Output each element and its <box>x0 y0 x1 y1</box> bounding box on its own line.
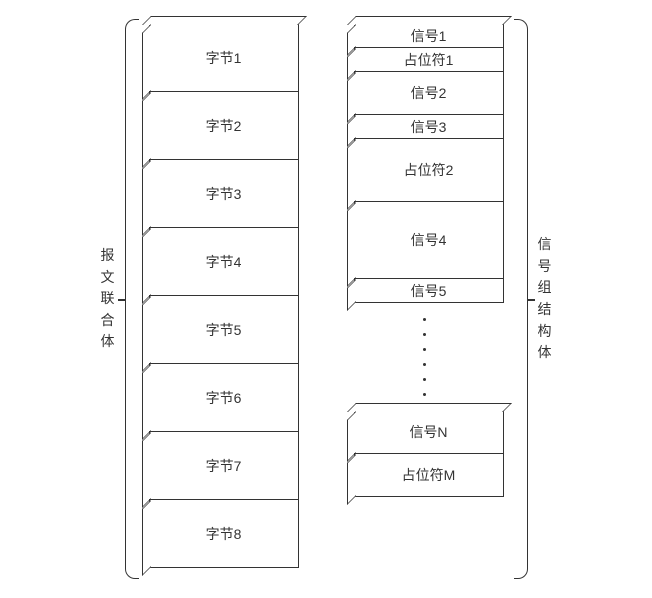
columns: 字节1 字节2 字节3 字节4 字节5 字节6 字节7 字节8 信号1 占位符1… <box>149 19 504 579</box>
byte-label: 字节6 <box>206 388 242 408</box>
label-char: 文 <box>101 268 115 288</box>
placeholder-box: 占位符2 <box>354 138 504 202</box>
byte-label: 字节1 <box>206 48 242 68</box>
signal-box: 信号N <box>354 410 504 454</box>
byte-box: 字节6 <box>149 363 299 432</box>
right-label: 信 号 组 结 构 体 <box>538 235 552 363</box>
placeholder-box: 占位符1 <box>354 47 504 72</box>
signal-box: 信号2 <box>354 71 504 115</box>
left-label: 报 文 联 合 体 <box>101 246 115 352</box>
label-char: 组 <box>538 278 552 298</box>
byte-box: 字节7 <box>149 431 299 500</box>
signal-label: 信号1 <box>411 26 447 46</box>
label-char: 联 <box>101 289 115 309</box>
byte-box: 字节2 <box>149 91 299 160</box>
ellipsis-dots <box>346 303 504 411</box>
signal-stack: 信号1 占位符1 信号2 信号3 占位符2 信号4 信号5 信号N 占位符M <box>354 19 504 497</box>
label-char: 体 <box>538 343 552 363</box>
byte-label: 字节7 <box>206 456 242 476</box>
byte-stack: 字节1 字节2 字节3 字节4 字节5 字节6 字节7 字节8 <box>149 19 299 568</box>
bracket-left <box>125 19 139 579</box>
byte-box: 字节1 <box>149 23 299 92</box>
signal-label: 信号3 <box>411 117 447 137</box>
signal-box: 信号5 <box>354 278 504 303</box>
signal-box: 信号3 <box>354 114 504 139</box>
byte-box: 字节4 <box>149 227 299 296</box>
placeholder-label: 占位符M <box>402 465 456 485</box>
label-char: 号 <box>538 257 552 277</box>
byte-label: 字节5 <box>206 320 242 340</box>
signal-label: 信号N <box>409 422 447 442</box>
byte-label: 字节3 <box>206 184 242 204</box>
byte-label: 字节4 <box>206 252 242 272</box>
placeholder-label: 占位符2 <box>404 160 454 180</box>
label-char: 结 <box>538 300 552 320</box>
byte-box: 字节8 <box>149 499 299 568</box>
signal-label: 信号2 <box>411 83 447 103</box>
label-char: 合 <box>101 311 115 331</box>
signal-label: 信号5 <box>411 281 447 301</box>
signal-box: 信号4 <box>354 201 504 279</box>
bracket-right <box>514 19 528 579</box>
label-char: 构 <box>538 322 552 342</box>
signal-label: 信号4 <box>411 230 447 250</box>
byte-box: 字节3 <box>149 159 299 228</box>
placeholder-label: 占位符1 <box>404 50 454 70</box>
label-char: 体 <box>101 332 115 352</box>
label-char: 信 <box>538 235 552 255</box>
byte-label: 字节2 <box>206 116 242 136</box>
signal-box: 信号1 <box>354 23 504 48</box>
byte-box: 字节5 <box>149 295 299 364</box>
placeholder-box: 占位符M <box>354 453 504 497</box>
message-union-signal-struct-diagram: 报 文 联 合 体 字节1 字节2 字节3 字节4 字节5 字节6 字节7 字节… <box>101 19 552 579</box>
byte-label: 字节8 <box>206 524 242 544</box>
label-char: 报 <box>101 246 115 266</box>
